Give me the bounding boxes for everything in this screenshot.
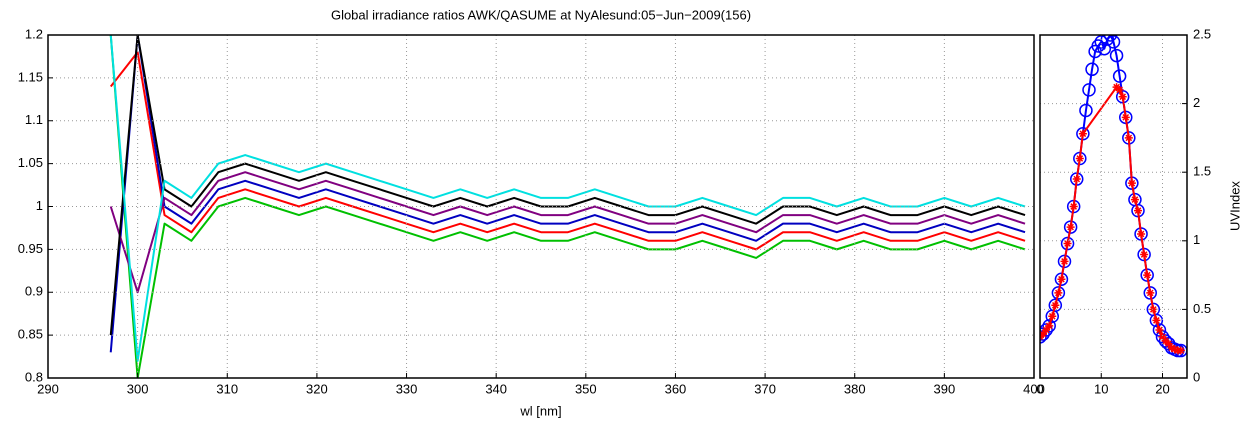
x-tick-label: 370 — [754, 381, 776, 396]
marker-star — [1130, 195, 1139, 204]
axes-box — [1039, 34, 1188, 379]
y-tick-label: 0 — [1193, 369, 1200, 384]
y-tick-label: 1.1 — [25, 112, 43, 127]
marker-star — [1164, 339, 1173, 348]
marker-star — [1134, 206, 1142, 215]
marker-circle — [1040, 330, 1047, 344]
plot-area — [109, 35, 1026, 378]
marker-circle — [1106, 35, 1121, 49]
x-tick-label: 330 — [396, 381, 418, 396]
x-tick-label: 310 — [216, 381, 238, 396]
marker-star — [1051, 301, 1060, 310]
marker-star — [1048, 312, 1057, 321]
plot-area — [1040, 35, 1187, 358]
y-tick-label: 0.85 — [18, 327, 43, 342]
marker-circle — [1051, 286, 1066, 300]
marker-circle — [1109, 48, 1124, 63]
y-tick-label: 2 — [1193, 95, 1200, 110]
x-tick-label: 380 — [844, 381, 866, 396]
marker-circle — [1143, 286, 1157, 300]
x-tick-label: 0 — [1036, 381, 1043, 396]
marker-star — [1054, 288, 1063, 297]
marker-circle — [1152, 323, 1167, 337]
y-tick-label: 1 — [36, 198, 43, 213]
series-line — [109, 35, 1026, 353]
marker-circle — [1054, 272, 1069, 286]
x-tick-label: 340 — [485, 381, 507, 396]
x-tick-label: 300 — [127, 381, 149, 396]
marker-star — [1063, 239, 1072, 248]
x-tick-label: 360 — [665, 381, 687, 396]
x-tick-label: 350 — [575, 381, 597, 396]
marker-circle — [1112, 69, 1127, 83]
marker-star — [1167, 343, 1176, 352]
marker-star — [1040, 330, 1048, 339]
marker-star — [1072, 175, 1081, 184]
y-tick-label: 1.15 — [18, 69, 43, 84]
marker-star — [1176, 346, 1185, 355]
marker-star — [1152, 316, 1161, 325]
marker-circle — [1060, 236, 1075, 251]
marker-star — [1115, 85, 1124, 94]
marker-star — [1143, 271, 1152, 280]
x-tick-label: 10 — [1094, 381, 1108, 396]
marker-circle — [1097, 41, 1112, 56]
marker-circle — [1042, 319, 1056, 333]
marker-star — [1042, 325, 1051, 334]
axes-box — [47, 34, 1035, 379]
marker-star — [1170, 345, 1179, 354]
series-line — [109, 171, 1026, 294]
x-tick-label: 400 — [1023, 381, 1045, 396]
marker-star — [1118, 92, 1127, 101]
marker-star — [1057, 275, 1066, 284]
x-tick-label: 290 — [37, 381, 59, 396]
series-line — [109, 35, 1026, 362]
y-tick-label: 0.9 — [25, 284, 43, 299]
x-tick-label: 390 — [934, 381, 956, 396]
y-tick-label: 1.2 — [25, 26, 43, 41]
y-tick-label: 0.5 — [1193, 301, 1211, 316]
x-tick-label: 20 — [1155, 381, 1169, 396]
marker-circle — [1091, 39, 1105, 53]
marker-star — [1127, 179, 1136, 188]
marker-circle — [1079, 103, 1093, 118]
y-tick-label: 0.8 — [25, 369, 43, 384]
y-tick-label: 1.5 — [1193, 164, 1211, 179]
x-axis-label: wl [nm] — [519, 403, 561, 418]
marker-star — [1112, 83, 1121, 92]
marker-circle — [1085, 62, 1099, 77]
marker-star — [1146, 288, 1155, 297]
y-axis-label: UVIndex — [1227, 181, 1242, 231]
marker-star — [1078, 129, 1087, 138]
marker-star — [1161, 336, 1170, 345]
marker-star — [1140, 250, 1149, 259]
x-tick-label: 320 — [306, 381, 328, 396]
marker-circle — [1082, 83, 1096, 97]
marker-star — [1060, 257, 1069, 266]
marker-star — [1069, 202, 1078, 211]
marker-star — [1158, 332, 1167, 341]
marker-circle — [1057, 254, 1072, 269]
y-tick-label: 1.05 — [18, 155, 43, 170]
marker-star — [1045, 321, 1054, 330]
marker-star — [1121, 113, 1130, 122]
marker-circle — [1103, 35, 1118, 42]
marker-circle — [1149, 313, 1164, 328]
chart-title: Global irradiance ratios AWK/QASUME at N… — [331, 7, 751, 22]
series-line — [109, 35, 1026, 336]
marker-star — [1075, 154, 1084, 163]
marker-star — [1124, 133, 1133, 142]
marker-circle — [1048, 298, 1063, 313]
series-line — [109, 51, 1026, 251]
marker-star — [1149, 305, 1158, 314]
marker-star — [1137, 229, 1146, 238]
y-tick-label: 1 — [1193, 232, 1200, 247]
y-tick-label: 2.5 — [1193, 26, 1211, 41]
y-tick-label: 0.95 — [18, 241, 43, 256]
marker-star — [1066, 223, 1075, 232]
series-line — [109, 35, 1026, 378]
marker-star — [1155, 325, 1164, 334]
